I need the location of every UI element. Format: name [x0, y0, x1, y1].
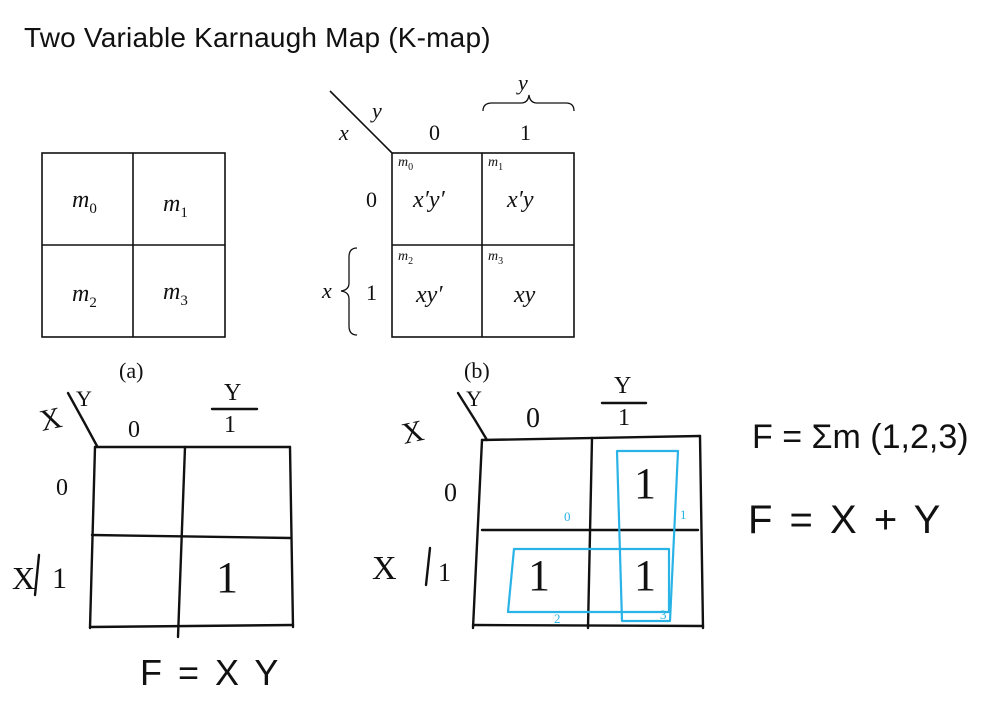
kmap-b-row-var-brace: x: [322, 278, 332, 303]
kmap-a-cell-2: m2: [72, 281, 97, 311]
handwritten-right-row-header-1: 1: [438, 558, 451, 587]
handwritten-right-equation-1: F = Σm (1,2,3): [752, 418, 969, 456]
handwritten-left-col-header-1: 1: [224, 412, 236, 438]
page-title: Two Variable Karnaugh Map (K-map): [24, 22, 491, 53]
kmap-b-col-var-brace: y: [518, 70, 528, 95]
handwritten-left-col-header-0: 0: [128, 417, 140, 443]
kmap-b-column-brace: [482, 94, 575, 112]
handwritten-right-col-header-1: 1: [618, 405, 630, 431]
handwritten-left-bottom-edge: [88, 623, 295, 629]
kmap-b-minterm-2: m2: [398, 249, 414, 267]
kmap-b-expr-1: x′y: [507, 187, 534, 213]
handwritten-right-cell-3: 1: [634, 551, 656, 600]
handwritten-left-row-var-slash: [33, 553, 41, 597]
kmap-b-diagonal: [329, 90, 393, 154]
handwritten-left-result: F = X Y: [140, 652, 282, 693]
handwritten-right-cell-1: 1: [634, 459, 656, 508]
handwritten-left-col-var: Y: [76, 386, 92, 411]
kmap-b-col-header-0: 0: [429, 120, 440, 145]
kmap-b-expr-0: x′y′: [413, 187, 445, 213]
handwritten-left-hdivider: [90, 533, 292, 540]
kmap-b-col-header-1: 1: [520, 120, 531, 145]
kmap-b-expr-2: xy′: [416, 282, 443, 308]
handwritten-right-right-edge: [698, 434, 705, 630]
kmap-b-col-var-corner: y: [372, 98, 382, 123]
handwritten-right-row-var-lower: X: [372, 550, 397, 587]
kmap-b-minterm-0: m0: [398, 155, 414, 173]
handwritten-left-vdivider: [176, 445, 187, 639]
handwritten-right-vdivider: [586, 436, 594, 630]
handwritten-right-row-var-slash: [424, 546, 432, 587]
handwritten-right-equation-2: F = X + Y: [748, 498, 944, 542]
handwritten-right-diagonal: [456, 391, 489, 442]
handwritten-left-col-var-top: Y: [224, 380, 242, 406]
handwritten-right-col-var: Y: [466, 386, 482, 411]
handwritten-left-cell-3: 1: [216, 553, 238, 602]
kmap-b-minterm-3: m3: [488, 249, 504, 267]
kmap-b-expr-3: xy: [514, 282, 536, 308]
kmap-a-cell-1: m1: [163, 191, 188, 221]
handwritten-right-index-0: 0: [564, 509, 571, 524]
handwritten-right-cell-2: 1: [528, 551, 550, 600]
handwritten-left-left-edge: [88, 445, 97, 630]
kmap-b-minterm-1: m1: [488, 155, 504, 173]
highlight-loop-row: [506, 547, 671, 614]
handwritten-left-row-header-0: 0: [56, 475, 68, 501]
kmap-b-row-var-corner: x: [339, 120, 349, 145]
handwritten-left-diagonal: [66, 391, 99, 448]
handwritten-right-index-2: 2: [554, 611, 561, 626]
handwritten-right-row-header-0: 0: [444, 478, 457, 507]
handwritten-left-row-var-lower: X: [12, 560, 36, 596]
handwritten-right-index-3: 3: [660, 607, 667, 622]
handwritten-left-right-edge: [288, 445, 295, 629]
kmap-a-caption: (a): [119, 358, 144, 383]
kmap-a-cell-3: m3: [163, 279, 188, 309]
handwritten-right-left-edge: [471, 438, 484, 630]
kmap-a-cell-0: m0: [72, 187, 97, 217]
highlight-loop-column: [615, 449, 680, 623]
handwritten-right-col-header-0: 0: [526, 403, 540, 434]
handwritten-right-col-var-top: Y: [614, 373, 632, 399]
kmap-b-row-brace: [340, 247, 358, 336]
handwritten-left-row-header-1: 1: [52, 562, 67, 595]
kmap-b-caption: (b): [464, 358, 490, 383]
handwritten-right-index-1: 1: [680, 507, 687, 522]
kmap-b-row-header-1: 1: [366, 280, 377, 305]
kmap-b-row-header-0: 0: [366, 187, 377, 212]
